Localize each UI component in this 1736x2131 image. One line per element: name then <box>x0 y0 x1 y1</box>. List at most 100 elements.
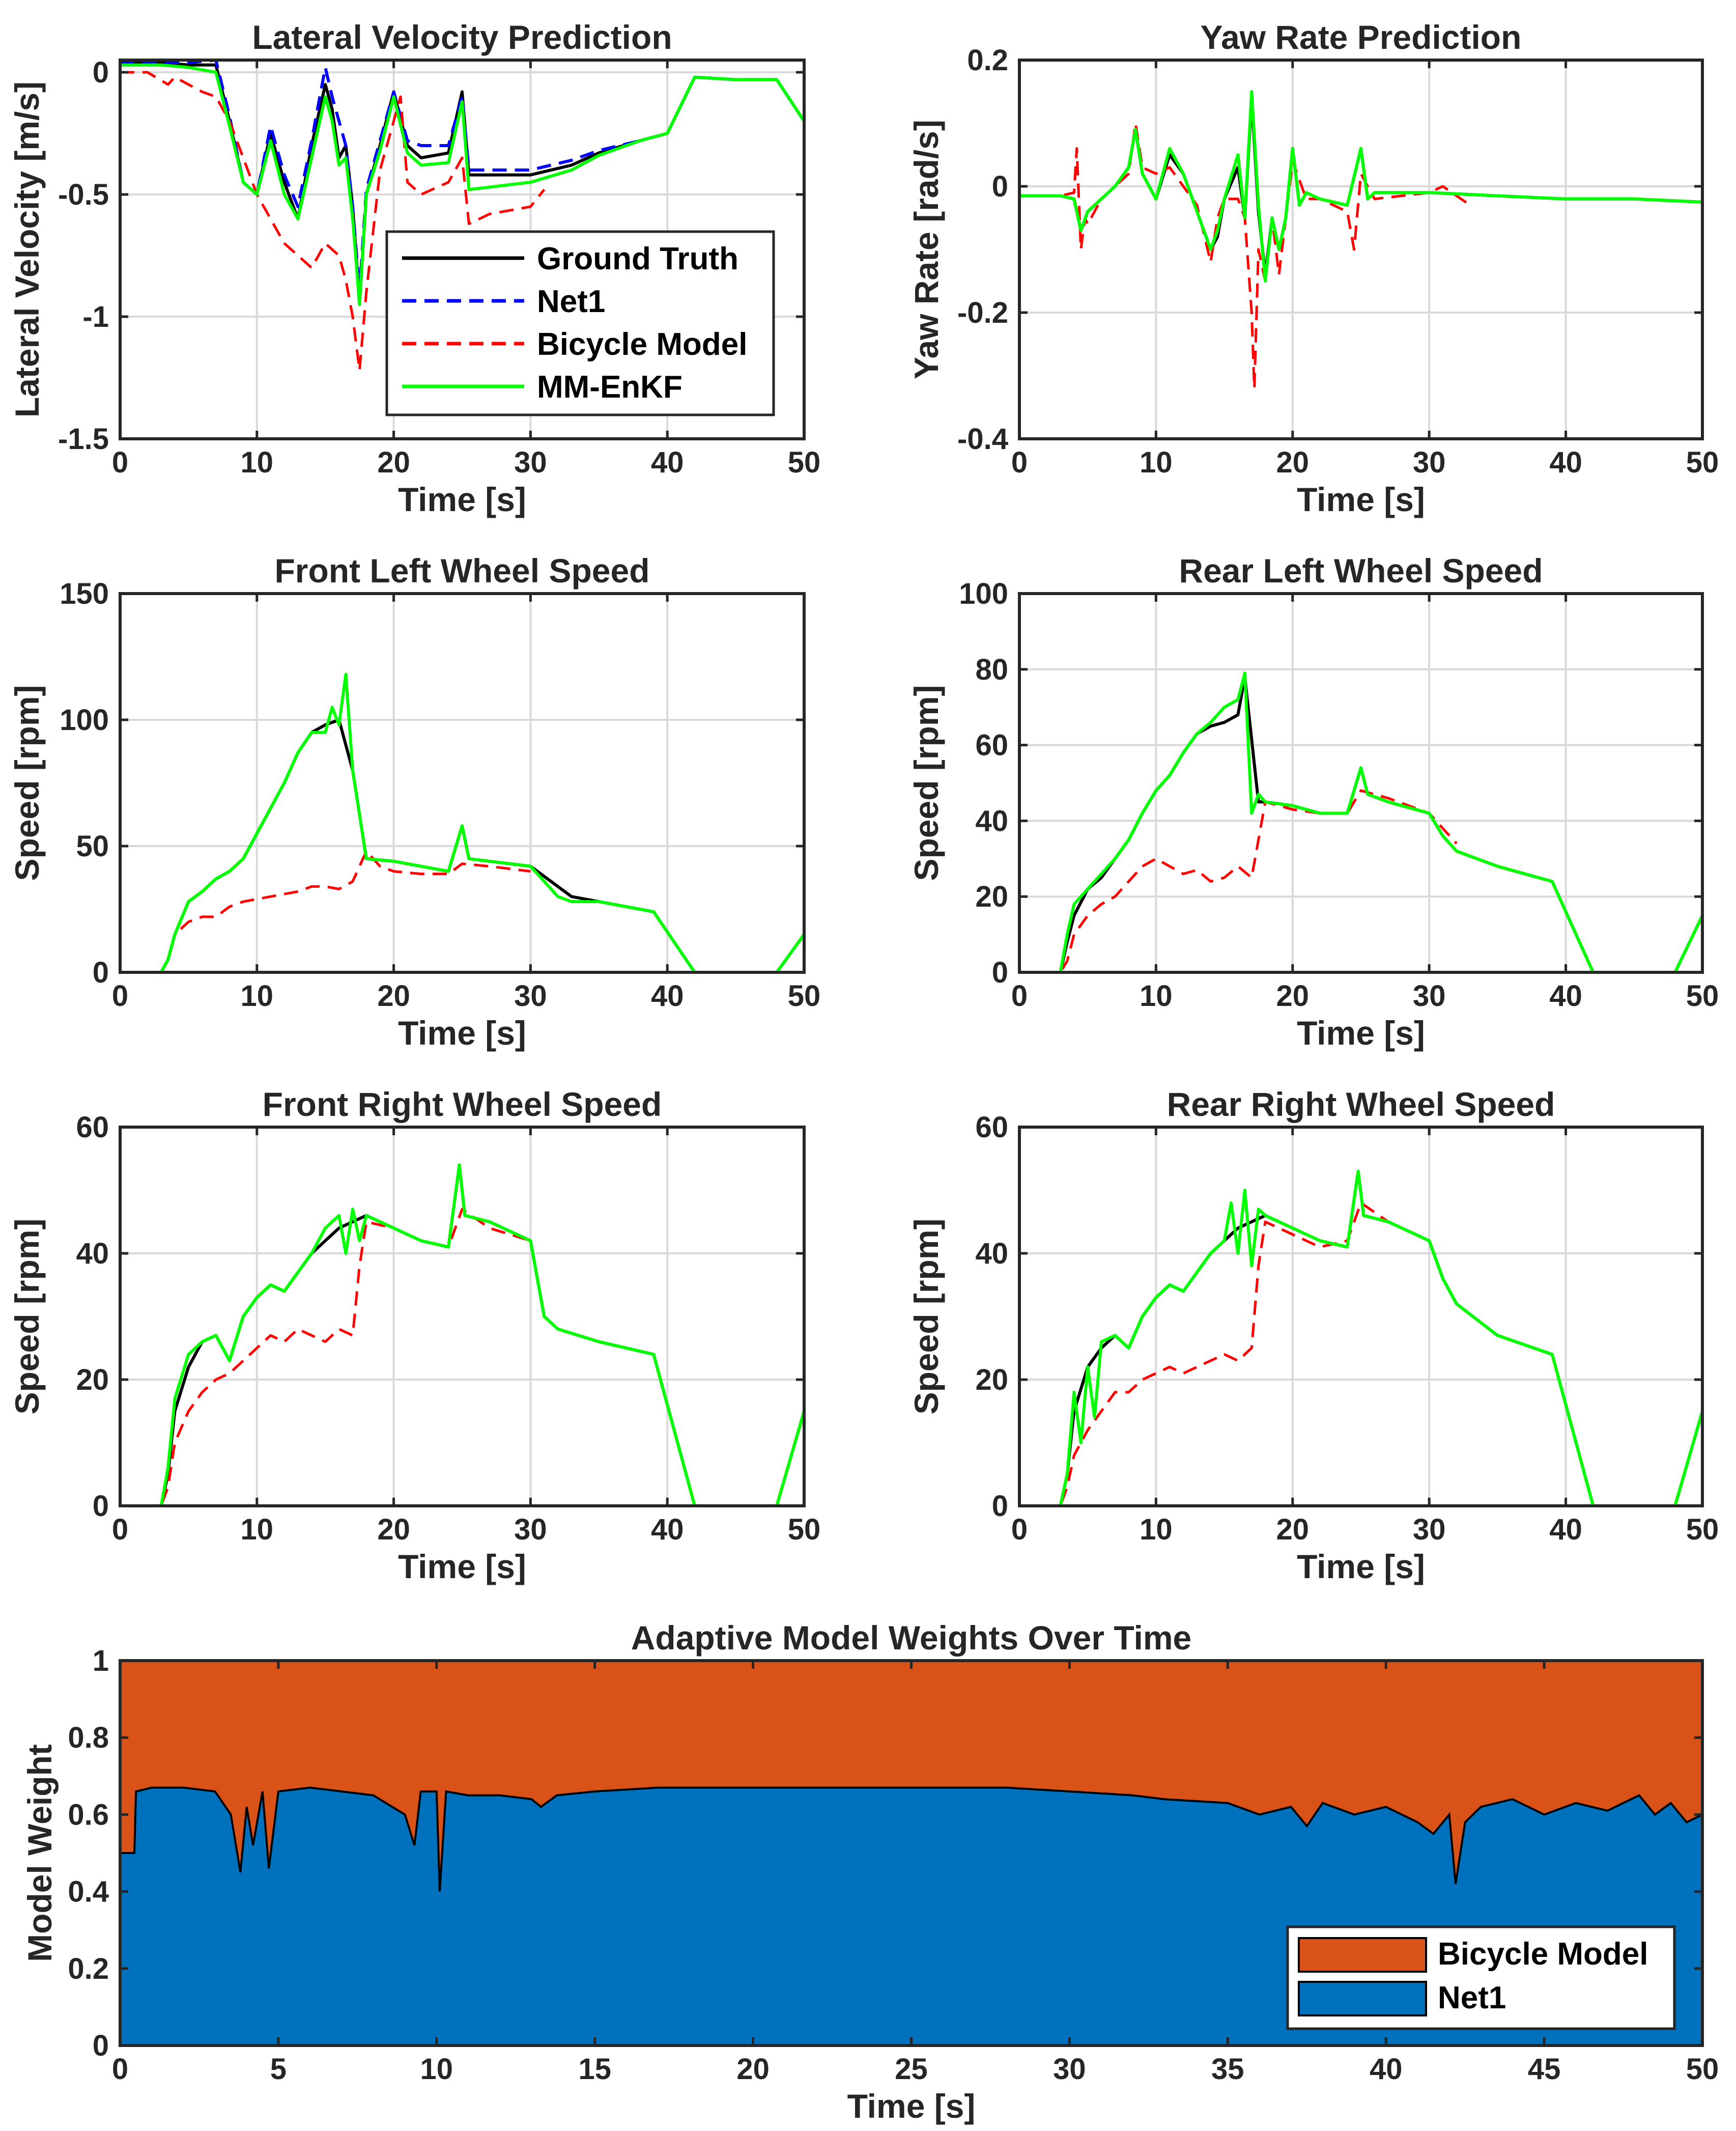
series-mm-enkf <box>1019 1169 1702 1506</box>
y-tick-label: 0.2 <box>967 44 1008 77</box>
x-tick-label: 30 <box>1413 979 1446 1013</box>
chart-rr: 0 10 20 30 40 50 0 20 40 60 Rear Right Wheel Speed… <box>907 1085 1719 1585</box>
x-tick-label: 10 <box>1140 979 1173 1013</box>
y-tick-label: 60 <box>975 1111 1008 1144</box>
x-tick-label: 40 <box>651 979 684 1013</box>
chart-rl: 0 10 20 30 40 50 0 20 40 60 80 100 Rear Left Wheel S… <box>907 552 1719 1052</box>
x-tick-label: 0 <box>112 446 128 479</box>
x-tick-label: 10 <box>241 446 274 479</box>
axes-frame <box>1018 592 1704 974</box>
y-tick-label: 50 <box>76 830 109 863</box>
x-tick-label: 40 <box>1370 2053 1403 2086</box>
legend-label: Net1 <box>537 284 605 319</box>
legend-box <box>385 230 775 416</box>
x-axis-label: Time [s] <box>1297 1014 1425 1052</box>
x-tick-label: 0 <box>1011 979 1028 1013</box>
y-tick-label: -0.4 <box>957 423 1008 456</box>
series-mm-enkf <box>120 672 804 972</box>
y-axis-label: Speed [rpm] <box>907 1218 945 1414</box>
x-tick-label: 20 <box>377 446 410 479</box>
axes-frame <box>119 59 806 440</box>
legend-label: Bicycle Model <box>1438 1937 1648 1972</box>
chart-weights: 0 5 10 15 20 25 30 35 40 45 50 0 0.2 0.4 0.6 0.8 1 Adapti… <box>21 1619 1719 2125</box>
x-tick-label: 0 <box>1011 446 1028 479</box>
x-tick-label: 10 <box>1140 446 1173 479</box>
plot-area <box>1019 90 1702 390</box>
x-tick-label: 10 <box>1140 1513 1173 1546</box>
y-tick-label: 20 <box>76 1363 109 1396</box>
x-axis-label: Time [s] <box>398 481 526 518</box>
x-axis-label: Time [s] <box>1297 1548 1425 1585</box>
axes-frame <box>1018 59 1704 440</box>
chart-lateral: 0 10 20 30 40 50 0 -0.5 -1 -1.5 Lateral Velocity P… <box>8 18 820 518</box>
y-axis-label: Speed [rpm] <box>8 685 46 881</box>
axes-frame <box>119 1126 806 1507</box>
y-tick-label: 60 <box>975 729 1008 762</box>
y-tick-label: 0.6 <box>68 1798 109 1831</box>
axes-frame <box>119 592 806 974</box>
y-tick-label: 20 <box>975 1363 1008 1396</box>
y-tick-label: 0.8 <box>68 1721 109 1754</box>
x-tick-label: 5 <box>270 2053 287 2086</box>
y-tick-label: 0 <box>992 956 1008 989</box>
x-tick-label: 50 <box>1686 446 1719 479</box>
legend-label: Ground Truth <box>537 241 738 276</box>
y-tick-label: 0 <box>992 1490 1008 1523</box>
x-tick-label: 45 <box>1528 2053 1561 2086</box>
y-tick-label: -0.2 <box>957 296 1008 329</box>
plot-area <box>1019 671 1702 972</box>
x-tick-label: 10 <box>241 979 274 1013</box>
y-tick-label: 0 <box>93 956 109 989</box>
x-tick-label: 35 <box>1211 2053 1244 2086</box>
x-tick-label: 30 <box>1413 1513 1446 1546</box>
y-tick-label: -1.5 <box>58 423 109 456</box>
chart-title: Front Left Wheel Speed <box>274 552 649 590</box>
x-tick-label: 40 <box>651 1513 684 1546</box>
y-tick-label: 100 <box>60 704 109 737</box>
axes-background <box>1019 594 1702 972</box>
legend-label: MM-EnKF <box>537 370 682 405</box>
y-tick-label: 0.2 <box>68 1952 109 1985</box>
x-tick-label: 50 <box>1686 2053 1719 2086</box>
x-tick-label: 40 <box>651 446 684 479</box>
x-tick-label: 30 <box>514 1513 547 1546</box>
x-tick-label: 50 <box>788 1513 821 1546</box>
x-tick-label: 30 <box>1413 446 1446 479</box>
x-tick-label: 20 <box>1276 446 1310 479</box>
legend-swatch <box>1298 1981 1427 2016</box>
axes-background <box>1019 60 1702 439</box>
plot-area <box>120 60 804 372</box>
chart-fr: 0 10 20 30 40 50 0 20 40 60 Front Right Wheel Spee… <box>8 1085 820 1585</box>
x-tick-label: 50 <box>788 446 821 479</box>
series-bicycle-model <box>1019 789 1458 972</box>
y-axis-label: Speed [rpm] <box>8 1218 46 1414</box>
x-tick-label: 50 <box>788 979 821 1013</box>
series-mm-enkf <box>120 63 804 306</box>
legend-label: Bicycle Model <box>537 327 747 362</box>
y-axis-label: Model Weight <box>21 1744 59 1962</box>
chart-title: Yaw Rate Prediction <box>1201 18 1522 56</box>
chart-title: Rear Right Wheel Speed <box>1167 1085 1555 1123</box>
y-tick-label: 0 <box>992 170 1008 203</box>
chart-yaw: 0 10 20 30 40 50 0.2 0 -0.2 -0.4 Yaw Rate Predicti… <box>907 18 1719 518</box>
y-tick-label: 1 <box>93 1644 109 1677</box>
plot-area <box>120 1661 1702 2045</box>
x-tick-label: 20 <box>1276 979 1310 1013</box>
y-axis-label: Speed [rpm] <box>907 685 945 881</box>
x-tick-label: 10 <box>241 1513 274 1546</box>
x-tick-label: 0 <box>112 979 128 1013</box>
y-tick-label: -0.5 <box>58 178 109 211</box>
x-tick-label: 20 <box>1276 1513 1310 1546</box>
x-tick-label: 40 <box>1549 1513 1582 1546</box>
axes-frame <box>1018 1126 1704 1507</box>
x-tick-label: 20 <box>377 979 410 1013</box>
x-axis-label: Time [s] <box>847 2087 976 2125</box>
x-tick-label: 30 <box>1053 2053 1086 2086</box>
plot-area <box>120 672 804 972</box>
x-tick-label: 20 <box>377 1513 410 1546</box>
x-tick-label: 15 <box>578 2053 611 2086</box>
y-tick-label: 0 <box>93 1490 109 1523</box>
y-tick-label: 0 <box>93 2029 109 2062</box>
series-mm-enkf <box>120 1163 804 1506</box>
